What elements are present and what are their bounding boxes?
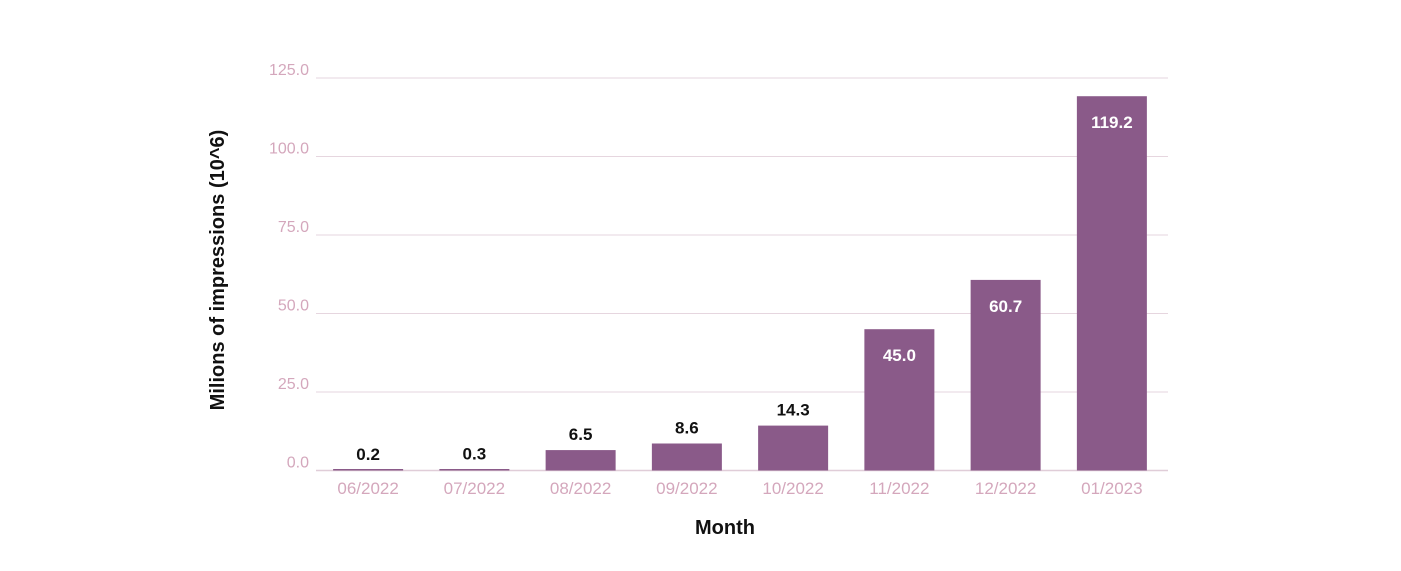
bar <box>758 425 829 471</box>
data-label: 6.5 <box>569 425 593 444</box>
data-label: 14.3 <box>777 401 810 420</box>
y-tick-label: 25.0 <box>278 376 309 393</box>
data-label: 8.6 <box>675 418 699 437</box>
data-label: 0.3 <box>463 445 487 464</box>
bar <box>1076 96 1147 471</box>
y-tick-label: 50.0 <box>278 298 309 315</box>
data-labels: 0.2 0.3 6.5 8.6 14.3 45.0 60.7 119.2 <box>356 113 1132 464</box>
data-label: 45.0 <box>883 346 916 365</box>
bar <box>439 469 510 471</box>
x-axis-title: Month <box>695 517 755 539</box>
x-tick-label: 01/2023 <box>1081 479 1142 498</box>
x-tick-label: 10/2022 <box>762 479 823 498</box>
y-tick-label: 75.0 <box>278 219 309 236</box>
x-tick-label: 06/2022 <box>337 479 398 498</box>
bar <box>333 469 404 471</box>
bar <box>970 279 1041 471</box>
y-tick-label: 0.0 <box>287 455 309 472</box>
bar <box>545 450 616 471</box>
x-axis-ticks: 06/2022 07/2022 08/2022 09/2022 10/2022 11/20… <box>337 479 1142 498</box>
data-label: 119.2 <box>1091 113 1133 132</box>
y-axis-ticks: 0.0 25.0 50.0 75.0 100.0 125.0 <box>269 62 309 472</box>
x-tick-label: 07/2022 <box>444 479 505 498</box>
data-label: 0.2 <box>356 445 380 464</box>
data-label: 60.7 <box>989 297 1022 316</box>
x-tick-label: 12/2022 <box>975 479 1036 498</box>
bars <box>333 96 1147 471</box>
bar <box>651 443 722 471</box>
x-tick-label: 09/2022 <box>656 479 717 498</box>
y-tick-label: 125.0 <box>269 62 309 79</box>
bar <box>864 329 935 471</box>
x-tick-label: 08/2022 <box>550 479 611 498</box>
y-tick-label: 100.0 <box>269 141 309 158</box>
x-tick-label: 11/2022 <box>869 479 929 498</box>
y-axis-title: Milions of impressions (10^6) <box>207 130 229 411</box>
